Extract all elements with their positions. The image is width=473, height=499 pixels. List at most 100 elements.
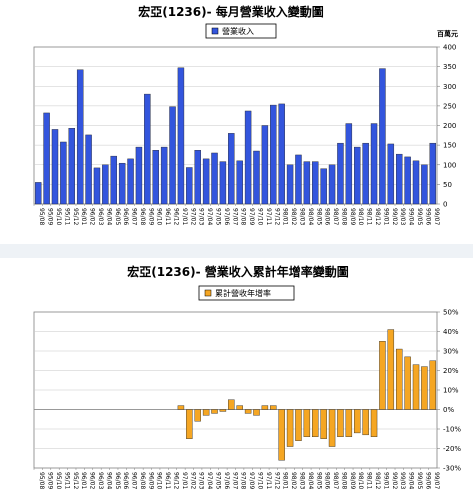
x-tick-label: 95/11 (63, 472, 70, 489)
x-tick-label: 97/12 (273, 208, 280, 225)
bar (320, 409, 327, 439)
bar (43, 112, 50, 205)
x-tick-label: 97/01 (181, 472, 188, 489)
y-tick-label: 300 (443, 83, 456, 91)
x-tick-label: 95/08 (38, 208, 45, 225)
x-tick-label: 98/07 (332, 208, 339, 225)
x-tick-label: 96/06 (122, 472, 129, 489)
x-tick-label: 98/07 (332, 472, 339, 489)
bar (395, 348, 403, 410)
x-tick-label: 95/12 (72, 208, 79, 225)
x-tick-label: 95/10 (55, 472, 62, 489)
x-tick-label: 97/12 (273, 472, 280, 489)
bar (379, 341, 386, 410)
x-tick-label: 98/05 (315, 208, 322, 225)
bar (51, 129, 59, 205)
bar (412, 364, 420, 410)
x-tick-label: 98/11 (366, 472, 373, 489)
y-tick-label: 50 (443, 181, 452, 189)
x-tick-label: 97/07 (231, 208, 238, 225)
x-tick-label: 98/06 (324, 208, 331, 225)
x-tick-label: 98/01 (282, 208, 289, 225)
legend-box (205, 23, 277, 39)
x-tick-label: 98/08 (340, 472, 347, 489)
x-tick-label: 95/09 (47, 208, 54, 225)
x-tick-label: 97/10 (256, 208, 263, 225)
bar (312, 409, 319, 437)
x-tick-label: 97/06 (223, 208, 230, 225)
y-tick-label: -30% (443, 465, 461, 473)
bar (76, 69, 84, 205)
bar (93, 167, 101, 205)
bar (429, 142, 437, 205)
x-tick-label: 98/12 (374, 208, 381, 225)
x-tick-label: 97/09 (248, 472, 255, 489)
x-tick-label: 96/03 (97, 472, 104, 489)
x-tick-label: 98/04 (307, 472, 314, 489)
x-tick-label: 97/03 (198, 472, 205, 489)
x-tick-label: 97/09 (248, 208, 255, 225)
x-tick-label: 96/08 (139, 472, 146, 489)
x-tick-label: 98/10 (357, 208, 364, 225)
x-tick-label: 99/01 (382, 472, 389, 489)
bar (395, 153, 403, 205)
x-tick-label: 99/01 (382, 208, 389, 225)
x-tick-label: 96/01 (80, 472, 87, 489)
bar (412, 160, 420, 205)
bar (421, 366, 428, 410)
x-tick-label: 97/05 (215, 472, 222, 489)
chart-title: 宏亞(1236)- 每月營業收入變動圖 (138, 4, 324, 19)
monthly-revenue-svg: 宏亞(1236)- 每月營業收入變動圖 營業收入 百萬元 0 50 100 150 20… (33, 4, 458, 225)
bar (345, 409, 353, 437)
y-tick-label: 50% (443, 309, 459, 317)
bar (429, 360, 437, 410)
x-tick-label: 97/08 (240, 208, 247, 225)
bar (118, 162, 126, 205)
bar (362, 409, 369, 436)
bar (202, 409, 210, 416)
bar (354, 146, 361, 205)
y-tick-label: 30% (443, 348, 459, 356)
cumulative-growth-svg: 宏亞(1236)- 營業收入累計年增率變動圖 累計營收年增率 -30% -20% -… (33, 264, 461, 489)
bar (211, 152, 218, 205)
bar (236, 405, 243, 410)
bar (404, 356, 411, 410)
x-tick-label: 96/10 (156, 208, 163, 225)
bar (219, 409, 227, 412)
x-tick-label: 98/10 (357, 472, 364, 489)
x-tick-label: 98/11 (366, 208, 373, 225)
x-tick-label: 97/05 (215, 208, 222, 225)
legend-label: 累計營收年增率 (215, 288, 271, 298)
bar (194, 409, 201, 422)
x-tick-label: 95/09 (47, 472, 54, 489)
x-tick-label: 98/03 (298, 208, 305, 225)
x-tick-label: 99/06 (424, 208, 431, 225)
x-tick-label: 96/04 (105, 472, 112, 489)
x-tick-label: 96/02 (89, 472, 96, 489)
x-tick-label: 97/10 (256, 472, 263, 489)
x-tick-label: 97/11 (265, 472, 272, 489)
bar (387, 329, 395, 410)
bar (186, 167, 193, 205)
x-tick-label: 97/08 (240, 472, 247, 489)
x-tick-label: 96/12 (173, 208, 180, 225)
bar (270, 104, 277, 205)
x-tick-label: 97/03 (198, 208, 205, 225)
bar (236, 160, 243, 205)
bar (337, 142, 344, 205)
x-tick-label: 96/05 (114, 472, 121, 489)
x-tick-label: 96/11 (164, 472, 171, 489)
x-tick-label: 95/10 (55, 208, 62, 225)
x-tick-label: 96/06 (122, 208, 129, 225)
x-tick-label: 96/07 (131, 208, 138, 225)
x-tick-label: 95/11 (63, 208, 70, 225)
bar (110, 155, 117, 205)
x-tick-label: 97/06 (223, 472, 230, 489)
bar (253, 150, 260, 205)
x-tick-label: 96/05 (114, 208, 121, 225)
bar (328, 164, 336, 205)
y-tick-label: 10% (443, 387, 459, 395)
bar (135, 146, 143, 205)
bar (60, 141, 67, 205)
x-tick-label: 96/11 (164, 208, 171, 225)
